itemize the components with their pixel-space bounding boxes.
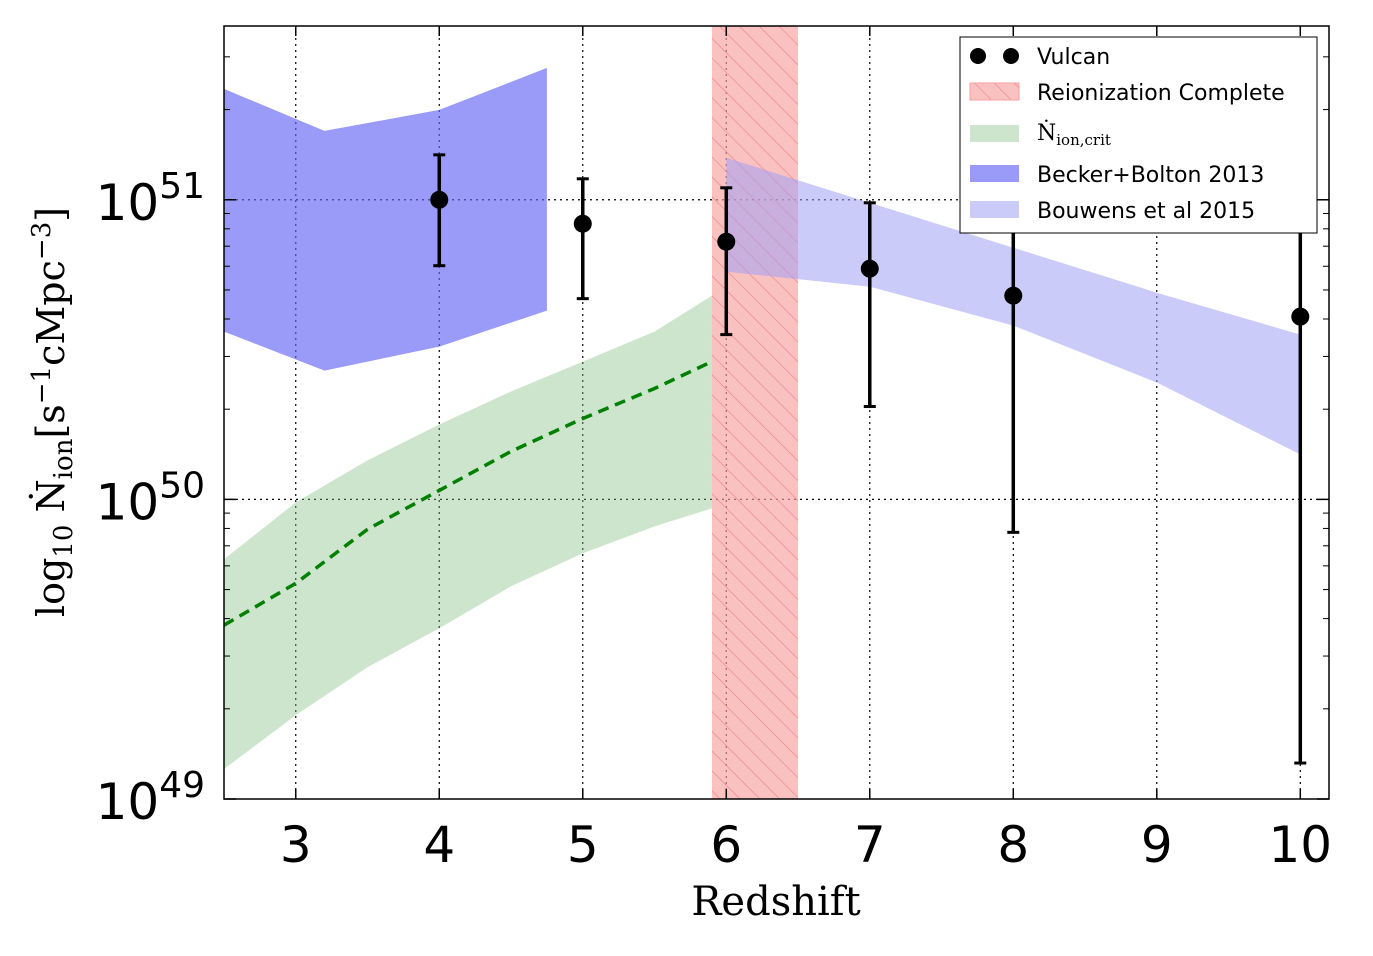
x-tick-label: 7 <box>854 816 886 874</box>
y-label-unit-exp1: −1 <box>27 366 57 404</box>
svg-text:Ṅion,crit: Ṅion,crit <box>1037 119 1111 149</box>
x-tick-label: 4 <box>423 816 455 874</box>
legend-label-crit: Ṅ <box>1037 119 1056 146</box>
y-tick-label: 1050 <box>96 465 205 531</box>
y-tick-label: 1049 <box>96 765 205 831</box>
x-tick-label: 8 <box>997 816 1029 874</box>
vulcan-point <box>860 259 879 278</box>
x-tick-labels: 3 4 5 6 7 8 9 10 <box>280 816 1332 874</box>
legend-crit-swatch <box>970 125 1019 142</box>
legend-bouwens-swatch <box>970 201 1019 218</box>
x-tick-label: 5 <box>567 816 599 874</box>
legend-vulcan-marker <box>970 48 986 64</box>
legend-entry-becker: Becker+Bolton 2013 <box>970 163 1264 188</box>
y-tick-labels: 1049 1050 1051 <box>96 166 205 831</box>
y-label-symbol: Ṅ <box>29 479 73 512</box>
crit-band <box>224 295 712 769</box>
y-label-unit-exp2: −3 <box>27 222 57 260</box>
vulcan-point <box>430 190 449 209</box>
y-label-unit-close: ] <box>29 207 73 222</box>
legend-vulcan-marker <box>1003 48 1019 64</box>
legend-becker-swatch <box>970 165 1019 182</box>
reionization-band-layer <box>711 26 799 799</box>
legend: Vulcan Reionization Complete Ṅion,crit B… <box>959 36 1318 234</box>
legend-label-becker: Becker+Bolton 2013 <box>1037 163 1264 188</box>
svg-text:log10 Ṅion[s−1cMpc−3]: log10 Ṅion[s−1cMpc−3] <box>27 207 79 617</box>
legend-entry-crit: Ṅion,crit <box>970 119 1111 149</box>
becker-bolton-band <box>224 67 547 371</box>
becker-band-layer <box>224 67 547 371</box>
legend-entry-reionization: Reionization Complete <box>969 81 1285 106</box>
y-axis-label: log10 Ṅion[s−1cMpc−3] <box>27 207 79 617</box>
legend-label-vulcan: Vulcan <box>1037 45 1110 70</box>
vulcan-point <box>717 232 736 251</box>
x-tick-label: 6 <box>710 816 742 874</box>
vulcan-point <box>573 214 592 233</box>
legend-reionization-swatch <box>969 82 1020 101</box>
y-tick-label: 1051 <box>96 166 205 232</box>
crit-median-line <box>224 360 713 627</box>
y-label-unit-open: [s <box>29 404 73 438</box>
vulcan-point <box>1291 307 1310 326</box>
reionization-complete-band <box>711 26 799 799</box>
y-label-prefix: log <box>29 558 73 617</box>
vulcan-point <box>1004 286 1023 305</box>
x-tick-label: 3 <box>280 816 312 874</box>
legend-label-crit-sub: ion,crit <box>1056 131 1111 149</box>
legend-box <box>959 36 1318 234</box>
legend-label-reionization: Reionization Complete <box>1037 81 1285 106</box>
legend-label-bouwens: Bouwens et al 2015 <box>1037 199 1255 224</box>
crit-band-layer <box>224 295 713 769</box>
y-label-symbol-sub: ion <box>49 438 79 479</box>
x-axis-label: Redshift <box>691 879 860 925</box>
legend-entry-vulcan: Vulcan <box>970 45 1110 70</box>
x-tick-label: 10 <box>1268 816 1332 874</box>
y-label-prefix-sub: 10 <box>49 525 79 558</box>
plot-frame <box>223 25 1330 800</box>
y-label-unit-mid: cMpc <box>29 260 73 366</box>
x-tick-label: 9 <box>1141 816 1173 874</box>
legend-entry-bouwens: Bouwens et al 2015 <box>970 199 1255 224</box>
